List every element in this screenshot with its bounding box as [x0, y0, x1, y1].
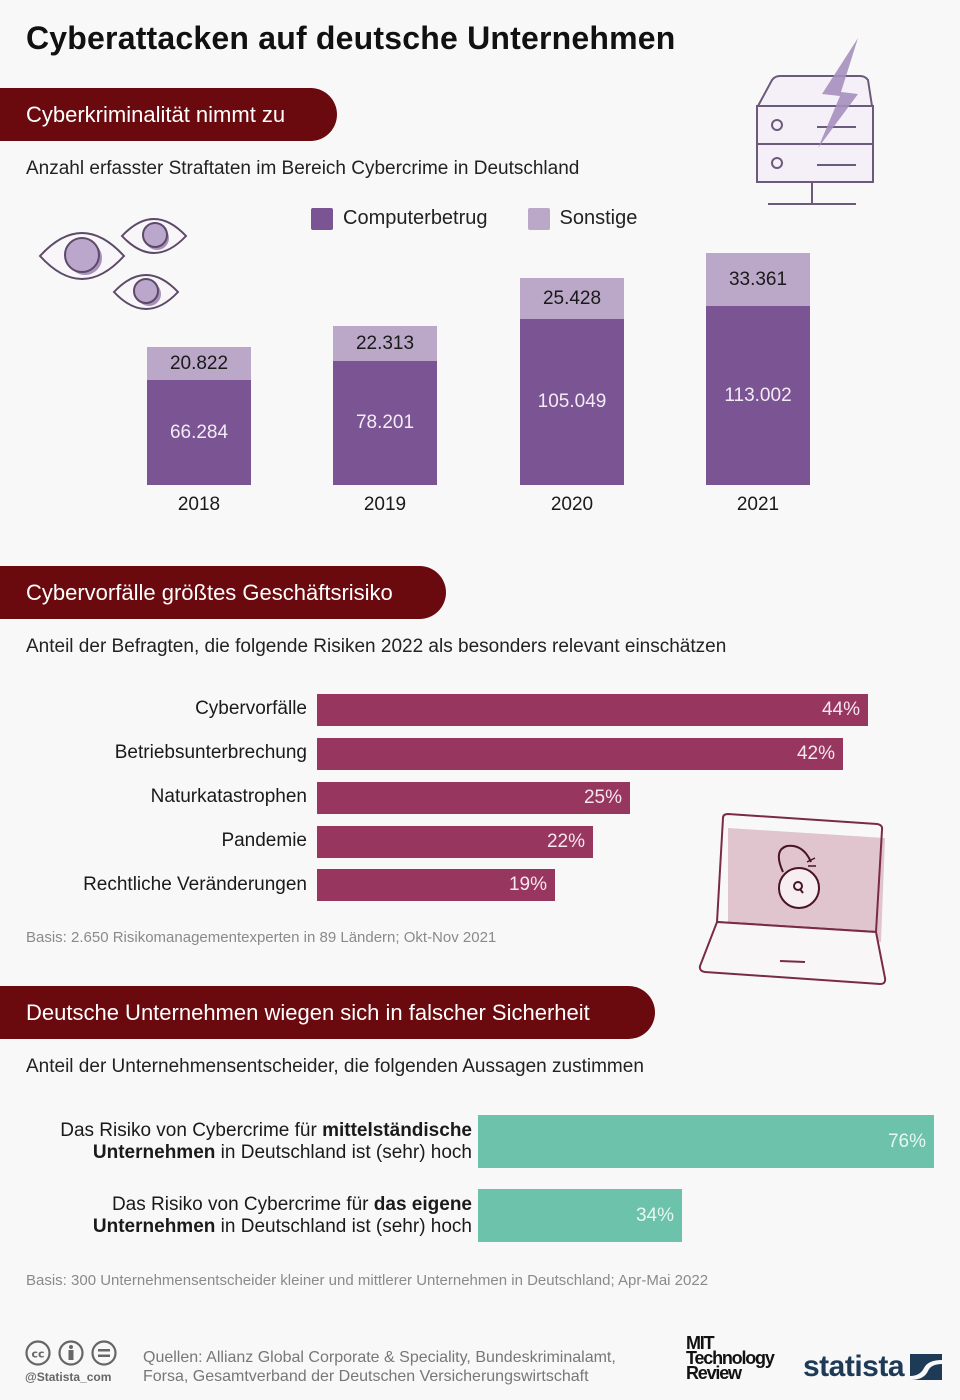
bar-segment-sonstige: 20.822: [147, 347, 251, 380]
risk-bar: 25%: [317, 782, 630, 814]
bar-value: 25%: [583, 787, 622, 808]
x-axis-label: 2018: [177, 494, 221, 515]
logo-text: Review: [686, 1363, 742, 1383]
bar-value: 44%: [821, 699, 860, 720]
bar-value: 78.201: [355, 412, 415, 433]
label-bold: Unternehmen: [92, 1142, 216, 1163]
logo-text: MIT: [686, 1333, 715, 1353]
basis-note-false-security: Basis: 300 Unternehmensentscheider klein…: [26, 1272, 709, 1289]
bar-value: 34%: [635, 1205, 674, 1226]
risk-label: Betriebsunterbrechung: [114, 742, 307, 763]
bar-segment-sonstige: 22.313: [333, 326, 437, 361]
bar-value: 33.361: [728, 268, 788, 290]
section-subtitle-false-security: Anteil der Unternehmensentscheider, die …: [26, 1056, 644, 1077]
label-bold: das eigene: [373, 1194, 472, 1215]
section-subtitle-cybercrime: Anzahl erfasster Straftaten im Bereich C…: [26, 158, 580, 179]
risk-bar: 19%: [317, 869, 555, 901]
bar-value: 66.284: [169, 421, 229, 443]
cc-icon[interactable]: cc: [25, 1340, 51, 1366]
eyes-icon: [38, 218, 188, 310]
sources: Quellen: Allianz Global Corporate & Spec…: [143, 1348, 616, 1386]
nd-icon[interactable]: [91, 1340, 117, 1366]
label-text: in Deutschland ist (sehr) hoch: [215, 1216, 472, 1237]
sources-line: Quellen: Allianz Global Corporate & Spec…: [143, 1349, 616, 1366]
bar-value: 20.822: [169, 352, 229, 374]
sources-line: Forsa, Gesamtverband der Deutschen Versi…: [143, 1368, 589, 1385]
logo-text: Technology: [686, 1348, 775, 1368]
label-text: in Deutschland ist (sehr) hoch: [215, 1142, 472, 1163]
mit-technology-review-logo: MIT Technology Review: [686, 1333, 775, 1383]
bar-value: 25.428: [542, 287, 602, 309]
label-text: Das Risiko von Cybercrime für: [111, 1194, 374, 1215]
label-bold: Unternehmen: [92, 1216, 216, 1237]
label-bold: mittelständische: [322, 1120, 472, 1141]
risk-bar: 44%: [317, 694, 868, 726]
x-axis-label: 2021: [736, 494, 780, 515]
bar-value: 22%: [546, 831, 585, 852]
statista-mark-icon: [910, 1354, 943, 1380]
basis-note-risk: Basis: 2.650 Risikomanagementexperten in…: [26, 929, 497, 946]
statista-wordmark: statista: [803, 1350, 905, 1383]
risk-label: Naturkatastrophen: [150, 786, 307, 807]
bar-value: 105.049: [537, 391, 607, 412]
risk-label: Pandemie: [221, 830, 307, 851]
x-axis-label: 2019: [363, 494, 407, 515]
bar-value: 22.313: [355, 332, 415, 354]
bar-value: 113.002: [724, 384, 792, 406]
bar-segment-computerbetrug: 78.201: [333, 361, 437, 485]
svg-text:cc: cc: [31, 1348, 44, 1361]
laptop-unlocked-padlock-icon: [698, 812, 887, 986]
statement-bar: 76%: [478, 1115, 934, 1168]
statista-logo: statista: [803, 1350, 943, 1384]
chart-legend: Computerbetrug Sonstige: [311, 207, 637, 230]
license-icons[interactable]: cc: [25, 1340, 120, 1368]
section-header-false-security: Deutsche Unternehmen wiegen sich in fals…: [0, 986, 655, 1039]
risk-label: Rechtliche Veränderungen: [83, 874, 307, 895]
bar-value: 42%: [796, 743, 835, 764]
legend-item-sonstige: Sonstige: [527, 207, 638, 230]
label-text: Das Risiko von Cybercrime für: [60, 1120, 323, 1141]
statista-handle[interactable]: @Statista_com: [25, 1370, 112, 1384]
legend-label: Computerbetrug: [343, 207, 488, 229]
bar-segment-computerbetrug: 66.284: [147, 380, 251, 485]
bar-value: 76%: [887, 1131, 926, 1152]
bar-segment-sonstige: 25.428: [520, 278, 624, 319]
statement-label: Das Risiko von Cybercrime für mittelstän…: [60, 1120, 472, 1164]
legend-swatch-computerbetrug: [311, 207, 333, 230]
section-header-cybercrime: Cyberkriminalität nimmt zu: [0, 88, 337, 141]
bar-value: 19%: [508, 874, 547, 895]
bar-segment-computerbetrug: 105.049: [520, 319, 624, 485]
bar-segment-sonstige: 33.361: [706, 253, 810, 306]
section-subtitle-business-risk: Anteil der Befragten, die folgende Risik…: [26, 636, 727, 657]
section-header-business-risk: Cybervorfälle größtes Geschäftsrisiko: [0, 566, 446, 619]
legend-item-computerbetrug: Computerbetrug: [311, 207, 488, 230]
risk-label: Cybervorfälle: [195, 698, 307, 719]
server-lightning-icon: [756, 38, 874, 205]
statement-label: Das Risiko von Cybercrime für das eigene…: [93, 1194, 472, 1238]
infographic-title: Cyberattacken auf deutsche Unternehmen: [26, 20, 676, 56]
legend-swatch-sonstige: [527, 207, 550, 230]
statement-bar: 34%: [478, 1189, 682, 1242]
risk-bar: 22%: [317, 826, 593, 858]
risk-bar: 42%: [317, 738, 843, 770]
legend-label: Sonstige: [559, 207, 638, 229]
bar-segment-computerbetrug: 113.002: [706, 306, 810, 485]
by-icon[interactable]: [58, 1340, 84, 1366]
x-axis-label: 2020: [550, 494, 594, 515]
